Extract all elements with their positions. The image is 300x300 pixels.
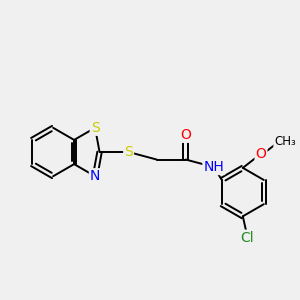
Text: N: N <box>90 169 100 183</box>
Text: S: S <box>91 121 100 135</box>
Text: S: S <box>124 145 133 159</box>
Text: CH₃: CH₃ <box>274 135 296 148</box>
Text: O: O <box>180 128 191 142</box>
Text: NH: NH <box>203 160 224 174</box>
Text: O: O <box>256 147 266 161</box>
Text: Cl: Cl <box>240 231 254 245</box>
